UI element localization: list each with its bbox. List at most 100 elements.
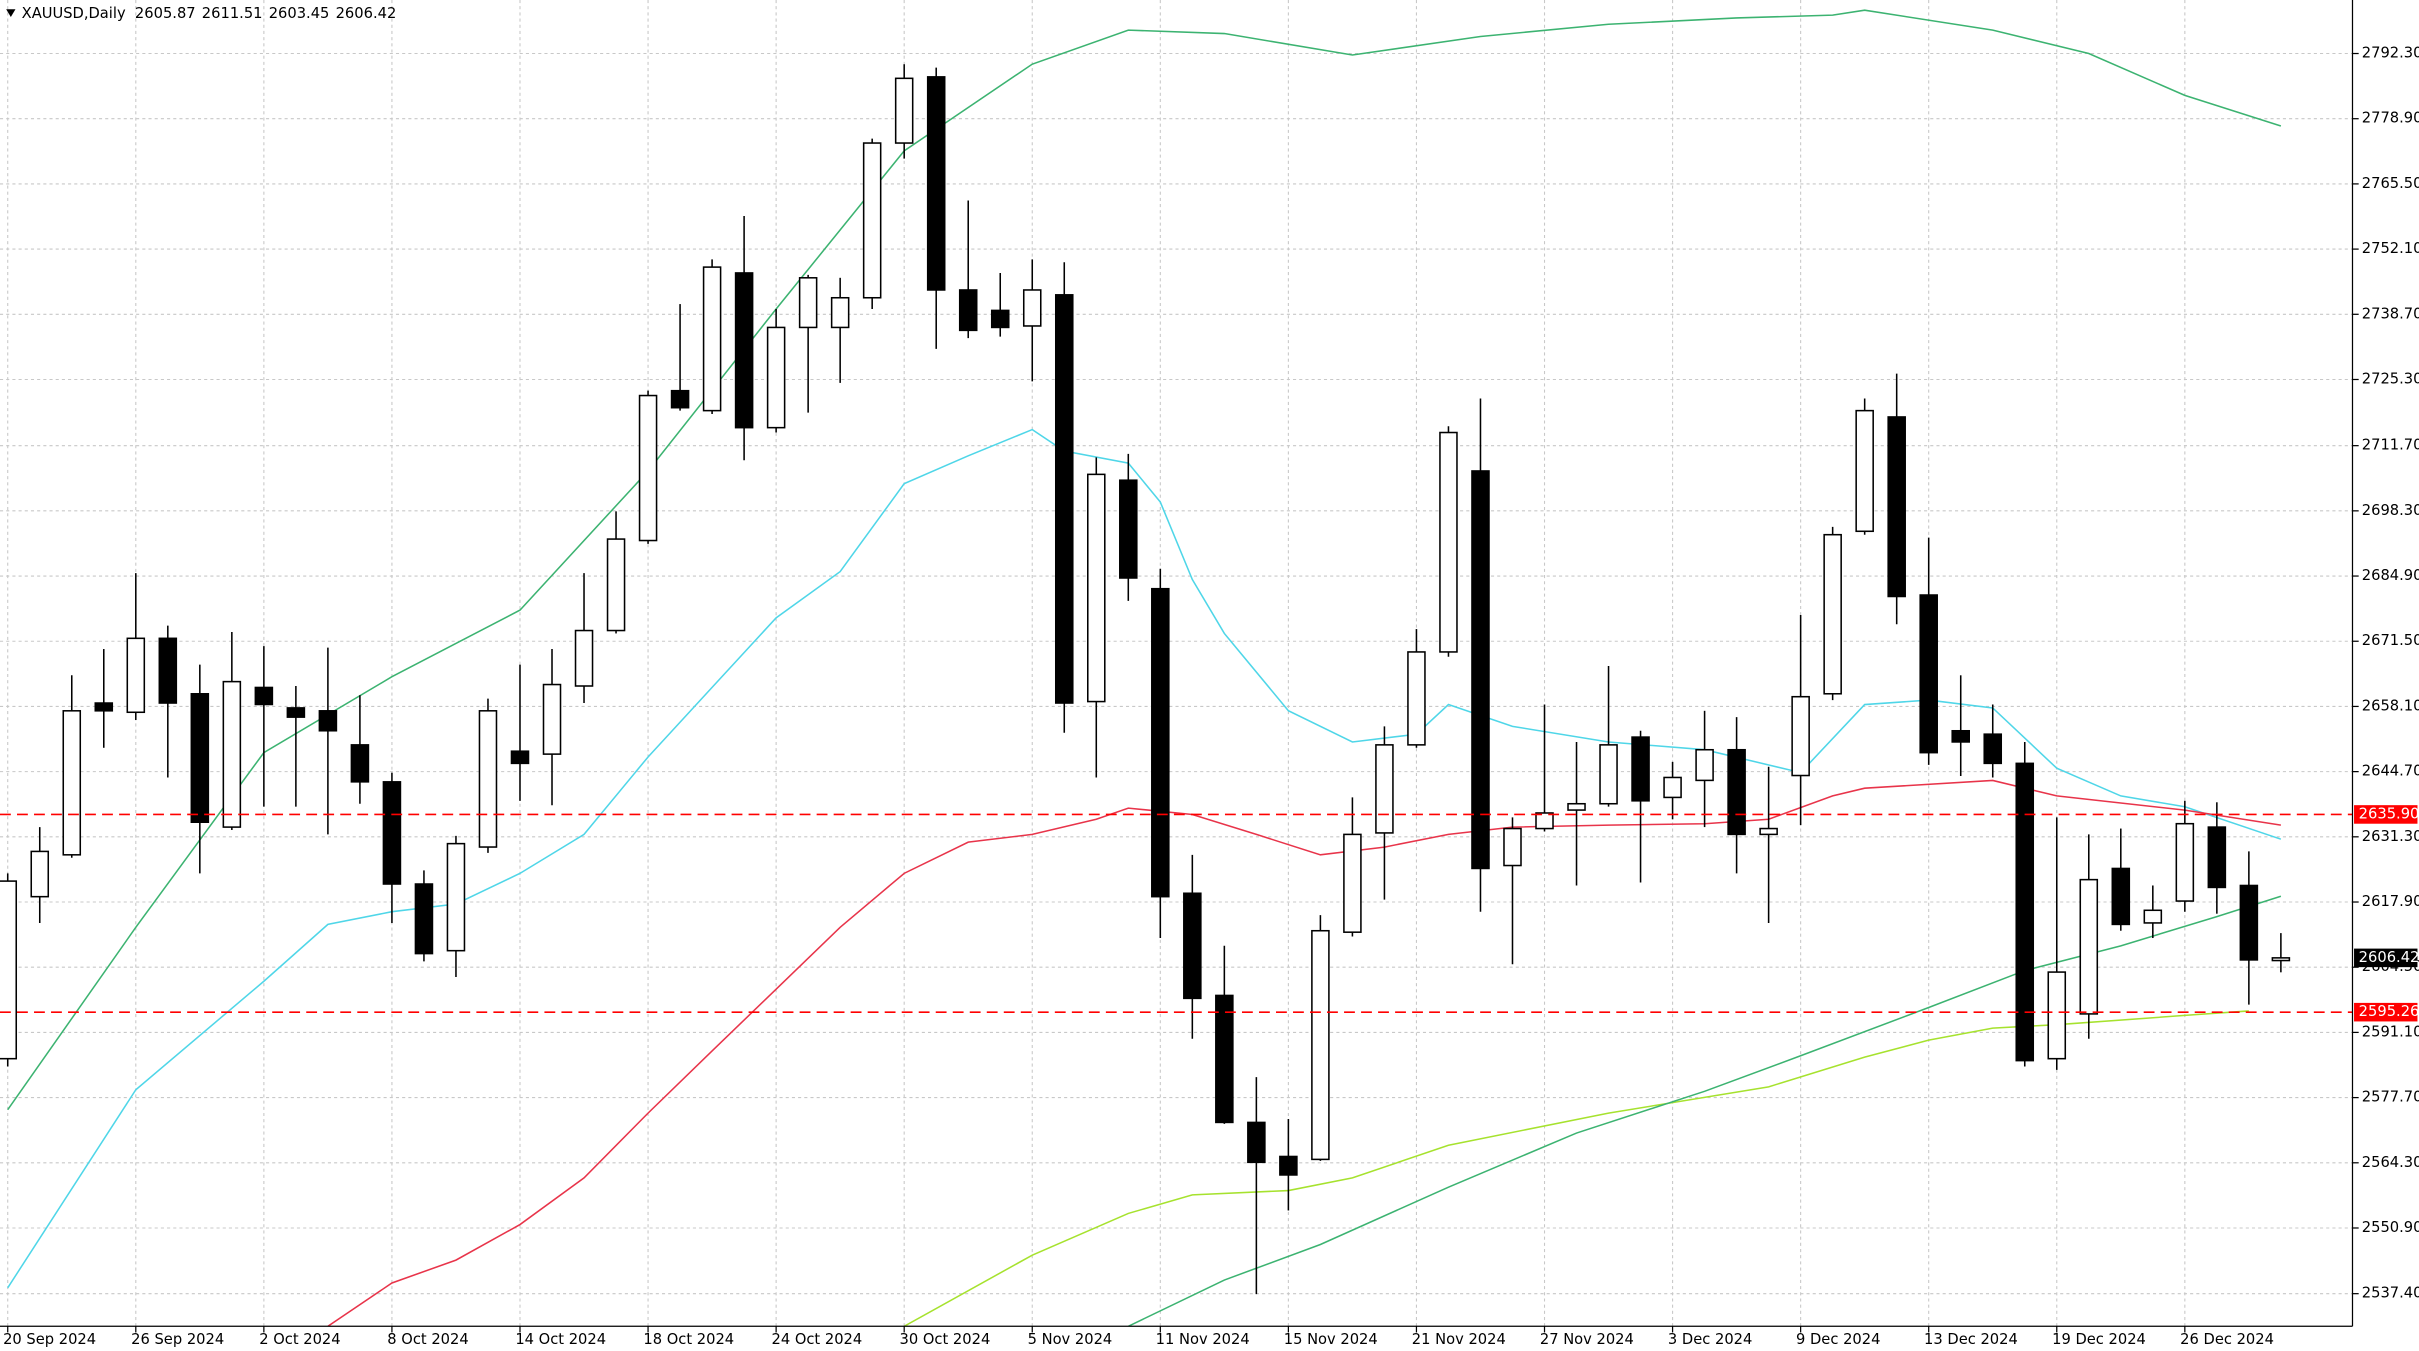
x-tick-label: 3 Dec 2024	[1668, 1331, 1752, 1348]
y-tick-label: 2671.50	[2362, 632, 2419, 649]
candle-body	[2175, 822, 2195, 902]
menu-triangle[interactable]	[6, 9, 16, 18]
candle-body	[1663, 776, 1682, 799]
candle-body	[1727, 748, 1746, 836]
candle-body	[670, 389, 690, 409]
candle-body	[574, 629, 594, 687]
level-label: 2635.90	[2359, 805, 2419, 822]
candle-body	[990, 309, 1010, 329]
candle-body	[2111, 867, 2131, 926]
candle-body	[1054, 294, 1074, 704]
candle-body	[30, 850, 50, 898]
candle-body	[702, 266, 722, 412]
plot-area	[0, 9, 2353, 1327]
candle-body	[894, 77, 914, 144]
candle-body	[542, 683, 562, 755]
candle-body	[478, 710, 498, 848]
y-tick-label: 2591.10	[2362, 1023, 2419, 1040]
candle-body	[158, 637, 178, 704]
candle-body	[350, 744, 370, 783]
y-tick-label: 2658.10	[2362, 697, 2419, 714]
candle-body	[1151, 587, 1170, 898]
y-tick-label: 2698.30	[2362, 502, 2419, 519]
x-tick-label: 13 Dec 2024	[1924, 1331, 2018, 1348]
x-tick-label: 20 Sep 2024	[3, 1331, 96, 1348]
candle-body	[734, 272, 754, 429]
candle-body	[1439, 431, 1458, 653]
candle-body	[2047, 971, 2067, 1060]
candle-body	[1503, 827, 1522, 867]
indicator-line	[903, 1010, 2249, 1327]
x-tick-label: 27 Nov 2024	[1540, 1331, 1634, 1348]
candle-body	[862, 142, 882, 299]
candle-body	[1951, 729, 1971, 743]
candle-body	[190, 693, 210, 824]
candle-body	[1759, 827, 1778, 836]
y-tick-label: 2564.30	[2362, 1154, 2419, 1171]
header-close: 2606.42	[336, 5, 397, 22]
chart-header: XAUUSD,Daily 2605.87 2611.51 2603.45 2606.42	[22, 5, 397, 22]
x-tick-label: 2 Oct 2024	[259, 1331, 340, 1348]
candle-body	[1311, 929, 1330, 1161]
candle-body	[414, 883, 434, 955]
candle-body	[1823, 533, 1842, 695]
candle-body	[1695, 748, 1714, 782]
candle-body	[2207, 826, 2227, 889]
axes: 2792.30 2778.90 2765.50 2752.10 2738.70 2725.…	[3, 45, 2419, 1349]
candle-body	[638, 394, 658, 542]
price-tag	[2354, 948, 2418, 968]
x-tick-label: 15 Nov 2024	[1284, 1331, 1378, 1348]
indicator-line	[7, 428, 2282, 1289]
candle-body	[766, 326, 786, 429]
candle-body	[1022, 289, 1042, 327]
y-tick-label: 2765.50	[2362, 175, 2419, 192]
y-tick-label: 2577.70	[2362, 1089, 2419, 1106]
symbol-title: XAUUSD,Daily	[22, 5, 126, 22]
candle-body	[382, 781, 402, 885]
candle-body	[1407, 651, 1426, 746]
candle-body	[1983, 733, 2003, 765]
x-tick-label: 19 Dec 2024	[2052, 1331, 2146, 1348]
y-tick-label: 2725.30	[2362, 370, 2419, 387]
x-tick-label: 21 Nov 2024	[1412, 1331, 1506, 1348]
price-tag-label: 2606.42	[2359, 949, 2419, 966]
header-high: 2611.51	[202, 5, 263, 22]
y-tick-label: 2644.70	[2362, 763, 2419, 780]
y-tick-label: 2752.10	[2362, 240, 2419, 257]
level-tag	[2354, 805, 2418, 824]
candle-body	[2079, 878, 2099, 1015]
x-tick-label: 14 Oct 2024	[515, 1331, 606, 1348]
x-tick-label: 8 Oct 2024	[387, 1331, 468, 1348]
candle-body	[1087, 473, 1106, 703]
candle-body	[1919, 594, 1938, 754]
candle-body	[0, 880, 18, 1060]
candle-body	[830, 296, 850, 329]
x-tick-label: 5 Nov 2024	[1028, 1331, 1113, 1348]
y-tick-label: 2537.40	[2362, 1285, 2419, 1302]
candle-body	[1375, 744, 1394, 834]
candle-body	[446, 842, 466, 952]
y-tick-label: 2631.30	[2362, 828, 2419, 845]
x-tick-label: 18 Oct 2024	[643, 1331, 734, 1348]
y-tick-label: 2738.70	[2362, 305, 2419, 322]
candle-body	[1247, 1121, 1266, 1164]
header-open: 2605.87	[135, 5, 196, 22]
y-tick-label: 2792.30	[2362, 45, 2419, 62]
candle-body	[62, 710, 82, 856]
candle-body	[1855, 409, 1874, 533]
level-tag	[2354, 1002, 2418, 1022]
candle-body	[1215, 994, 1234, 1124]
y-tick-label: 2684.90	[2362, 567, 2419, 584]
candle-body	[606, 538, 626, 632]
candle-body	[1631, 736, 1650, 802]
indicator-line	[7, 9, 2282, 1111]
candle-body	[286, 707, 306, 718]
level-label: 2595.26	[2359, 1003, 2419, 1020]
candle-body	[2143, 909, 2163, 924]
y-tick-label: 2550.90	[2362, 1219, 2419, 1236]
candle-body	[510, 750, 530, 765]
candle-body	[222, 680, 242, 828]
